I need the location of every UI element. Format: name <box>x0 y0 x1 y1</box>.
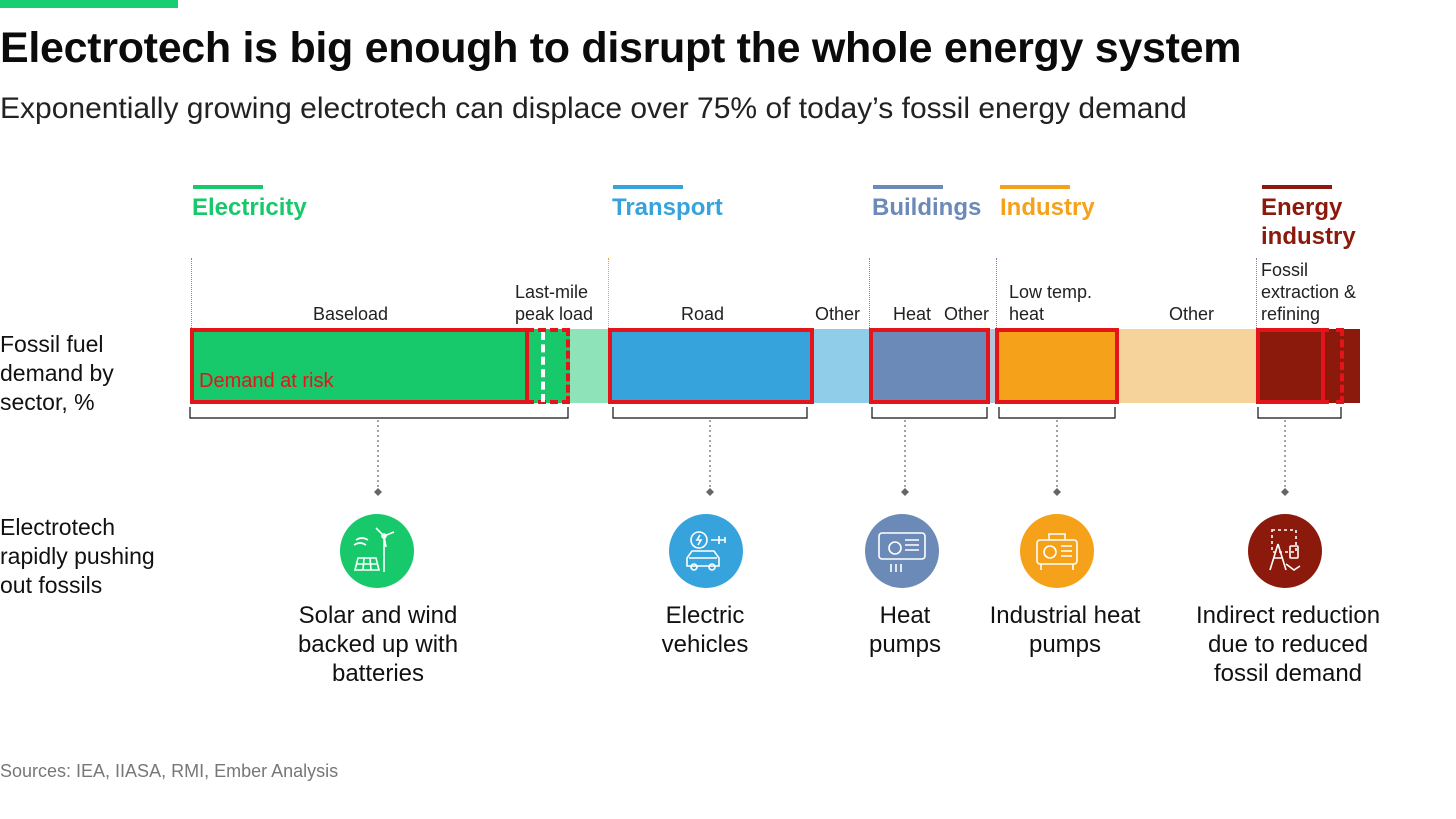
sector-accent-electricity <box>193 185 263 189</box>
sector-label-industry: Industry <box>1000 194 1095 221</box>
brace-transport <box>612 407 808 419</box>
heat-pump-icon <box>865 514 939 588</box>
caption-solar-wind: Solar and wind backed up with batteries <box>297 602 459 687</box>
row-label-electrotech: Electrotech rapidly pushing out fossils <box>0 514 155 598</box>
segment-label-road: Road <box>681 304 725 324</box>
sector-accent-industry <box>1000 185 1070 189</box>
brace-buildings <box>871 407 988 419</box>
segment-electricity-other <box>570 329 608 403</box>
segment-label-last-mile: Last-mile peak load <box>515 282 594 324</box>
risk-outline-low-temp-heat <box>995 328 1119 404</box>
risk-divider-last-mile <box>541 332 545 402</box>
segment-label-heat: Heat <box>893 304 932 324</box>
demand-at-risk-label: Demand at risk <box>199 370 334 392</box>
segment-label-transport-other: Other <box>815 304 861 324</box>
sector-label-transport: Transport <box>612 194 723 221</box>
solar-wind-battery-icon <box>340 514 414 588</box>
sector-accent-energy-industry <box>1262 185 1332 189</box>
risk-outline-road <box>608 328 814 404</box>
guide-line-electricity <box>191 258 192 328</box>
segment-label-fossil-extraction: Fossil extraction & refining <box>1261 260 1357 324</box>
segment-last-mile-peak <box>530 329 570 403</box>
segment-label-industry-other: Other <box>1169 304 1215 324</box>
brace-industry <box>998 407 1116 419</box>
segment-industry-other <box>1119 329 1256 403</box>
industrial-heat-pump-icon <box>1020 514 1094 588</box>
caption-electric-vehicles: Electric vehicles <box>661 602 749 658</box>
connector-tip-industry <box>1053 488 1061 496</box>
brace-electricity <box>189 407 569 419</box>
fossil-extraction-icon <box>1248 514 1322 588</box>
segment-heat <box>869 329 989 403</box>
risk-outline-heat <box>869 328 990 404</box>
guide-line-transport <box>608 258 609 328</box>
sector-accent-transport <box>613 185 683 189</box>
page-title: Electrotech is big enough to disrupt the… <box>0 24 1242 72</box>
caption-heat-pumps: Heat pumps <box>868 602 942 658</box>
sector-label-energy-industry: Energy industry <box>1261 194 1356 250</box>
sector-accent-buildings <box>873 185 943 189</box>
connector-tip-buildings <box>901 488 909 496</box>
connector-tip-energy-industry <box>1281 488 1289 496</box>
risk-outline-last-mile <box>526 328 570 404</box>
risk-outline-fossil-extraction-partial <box>1321 328 1344 404</box>
sector-label-electricity: Electricity <box>192 194 307 221</box>
segment-transport-other <box>813 329 869 403</box>
brace-energy-industry <box>1257 407 1342 419</box>
segment-label-buildings-other: Other <box>944 304 990 324</box>
page-subtitle: Exponentially growing electrotech can di… <box>0 92 1187 125</box>
segment-low-temp-heat <box>996 329 1119 403</box>
connector-tip-electricity <box>374 488 382 496</box>
segment-label-low-temp-heat: Low temp. heat <box>1009 282 1093 324</box>
caption-indirect-reduction: Indirect reduction due to reduced fossil… <box>1195 602 1381 687</box>
guide-line-industry <box>996 258 997 328</box>
row-label-fossil-demand: Fossil fuel demand by sector, % <box>0 331 114 415</box>
sector-label-buildings: Buildings <box>872 194 982 221</box>
electric-vehicle-icon <box>669 514 743 588</box>
risk-outline-fossil-extraction <box>1256 328 1325 404</box>
risk-outline-baseload <box>190 328 529 404</box>
segment-buildings-other <box>989 329 996 403</box>
segment-road <box>608 329 813 403</box>
segment-baseload <box>191 329 530 403</box>
segment-label-baseload: Baseload <box>313 304 389 324</box>
source-note: Sources: IEA, IIASA, RMI, Ember Analysis <box>0 761 339 781</box>
guide-line-buildings <box>869 258 870 328</box>
caption-industrial-heat-pumps: Industrial heat pumps <box>989 602 1141 658</box>
connector-tip-transport <box>706 488 714 496</box>
accent-line <box>0 0 178 8</box>
guide-line-energy-industry <box>1256 258 1257 328</box>
